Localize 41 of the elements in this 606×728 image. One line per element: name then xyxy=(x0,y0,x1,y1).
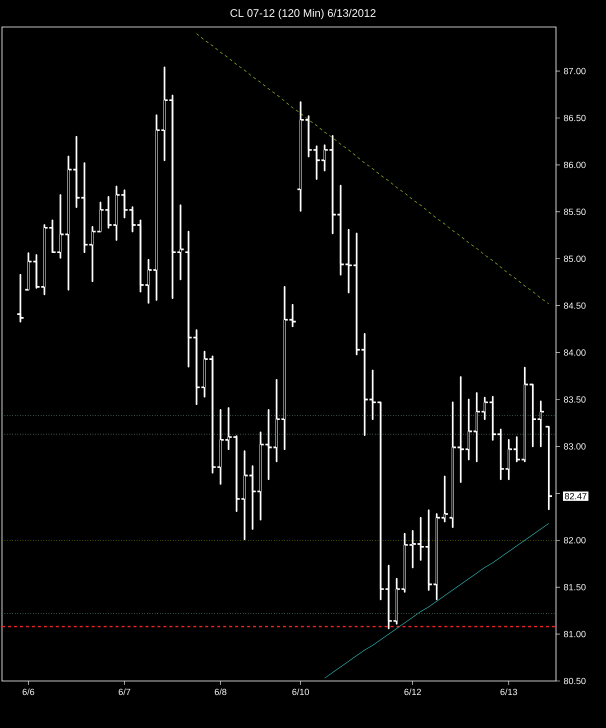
y-tick-label: 87.00 xyxy=(564,68,586,74)
y-tick-label: 85.50 xyxy=(564,208,586,216)
y-tick-label: 84.00 xyxy=(564,349,586,356)
candlestick xyxy=(136,219,145,292)
y-tick-label: 84.50 xyxy=(564,302,586,309)
y-tick-label: 82.00 xyxy=(564,537,586,544)
y-tick-label: 81.50 xyxy=(564,584,586,590)
y-tick-label: 86.00 xyxy=(564,162,586,168)
candlestick xyxy=(152,114,161,301)
x-tick-label: 6/8 xyxy=(214,688,226,696)
line-series xyxy=(324,523,550,678)
candlestick xyxy=(168,94,177,300)
text: 82.47 xyxy=(564,492,586,500)
x-tick-label: 6/6 xyxy=(22,688,34,696)
y-tick-label: 81.00 xyxy=(564,630,586,638)
candlestick xyxy=(120,189,129,218)
candlestick xyxy=(72,136,81,208)
candlestick xyxy=(128,206,137,232)
candlestick xyxy=(16,274,24,322)
x-tick-label: 6/12 xyxy=(404,688,421,696)
candlestick xyxy=(104,196,113,229)
y-tick-label: 80.50 xyxy=(564,678,586,684)
chart-title: CL 07-12 (120 Min) 6/13/2012 xyxy=(230,8,376,20)
y-tick-label: 86.50 xyxy=(564,114,586,122)
x-tick-label: 6/10 xyxy=(292,688,309,696)
y-tick-label: 83.50 xyxy=(564,396,586,403)
candlestick xyxy=(176,204,185,280)
x-tick-label: 6/13 xyxy=(500,688,518,696)
candlestick xyxy=(112,186,121,241)
y-tick-label: 85.00 xyxy=(564,256,586,262)
candlestick xyxy=(544,426,553,510)
x-tick-label: 6/7 xyxy=(118,688,130,696)
candlestick xyxy=(192,329,201,406)
candlestick xyxy=(80,162,89,254)
candlestick xyxy=(88,226,97,282)
line-series xyxy=(196,33,550,304)
candlestick xyxy=(144,258,153,304)
candlestick xyxy=(96,202,105,232)
y-tick-label: 83.00 xyxy=(564,443,586,450)
candlestick xyxy=(160,66,169,162)
candlestick xyxy=(184,230,193,368)
